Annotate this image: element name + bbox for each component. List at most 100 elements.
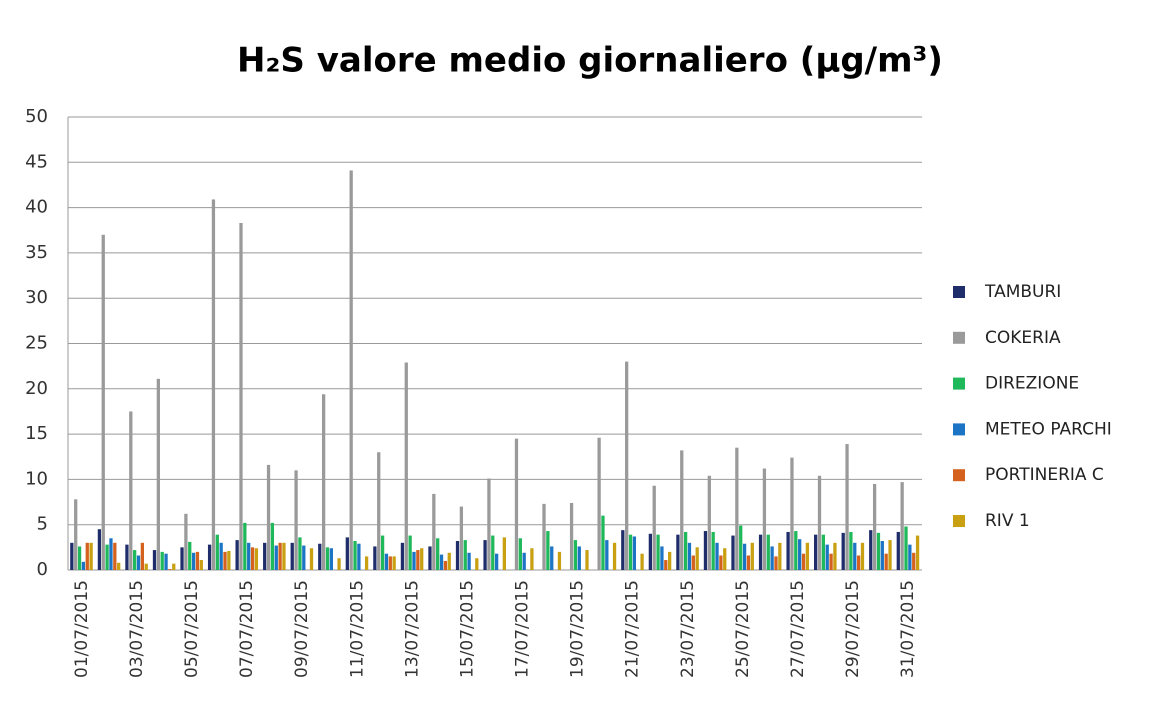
bar [309,548,314,570]
bar [664,560,668,570]
bar [900,482,904,570]
bar [502,537,506,570]
bar [495,553,499,570]
bar [125,544,129,570]
bar [856,555,861,570]
bar [640,553,644,570]
bar [373,546,377,570]
bar [337,558,341,570]
bar [762,468,767,570]
x-tick-label: 25/07/2015 [733,580,753,678]
bar [703,531,708,570]
legend-swatch [953,331,965,344]
bar [668,551,672,570]
bar [436,538,440,570]
bar [250,547,255,570]
y-tick-label: 35 [25,242,48,263]
y-tick-label: 15 [25,423,48,444]
bar [569,502,574,570]
y-tick-label: 5 [37,514,48,535]
bar [298,537,302,570]
bar [719,555,723,570]
bar [223,551,227,570]
bar [439,554,444,570]
bar [302,545,306,570]
bar [715,542,719,570]
legend-label: RIV 1 [985,511,1030,531]
y-tick-label: 45 [25,151,48,172]
bar [400,542,405,570]
bar [790,457,794,570]
bar [133,550,137,570]
bar [455,541,460,570]
bar [85,542,89,570]
bar [573,540,578,570]
bar [612,542,617,570]
bar [70,542,74,570]
bar [912,552,916,570]
x-tick-label: 01/07/2015 [72,580,92,678]
y-tick-label: 0 [37,559,48,580]
bar [597,437,601,570]
bar [188,541,192,570]
bar [829,553,833,570]
bar [750,542,754,570]
bar [687,542,692,570]
x-tick-label: 17/07/2015 [513,580,533,678]
legend-swatch [953,377,965,390]
bar [247,542,251,570]
bar [443,560,448,570]
x-tick-label: 27/07/2015 [788,580,808,678]
x-tick-label: 11/07/2015 [347,580,367,678]
bar [388,556,392,570]
bar [270,522,275,570]
bar [746,555,751,570]
bar [152,550,157,570]
bar [723,548,727,570]
bar [648,533,652,570]
bar [235,540,239,570]
bar [518,538,522,570]
bar [74,499,78,570]
bar [652,485,656,570]
bar [766,534,770,570]
legend-label: PORTINERIA C [985,465,1104,485]
bar [794,531,798,570]
bar [191,552,196,570]
bar [219,542,223,570]
bar [377,452,381,570]
bar [156,378,160,570]
x-tick-label: 03/07/2015 [127,580,147,678]
bar [656,534,660,570]
bar [325,547,330,570]
bar [459,506,464,570]
bar [428,546,432,570]
legend-label: METEO PARCHI [985,419,1112,439]
bar [211,199,216,571]
bar [420,548,424,570]
x-tick-label: 15/07/2015 [457,580,477,678]
y-tick-label: 10 [25,468,48,489]
x-tick-label: 09/07/2015 [292,580,312,678]
bar [380,535,385,570]
bar [888,540,892,570]
x-tick-label: 07/07/2015 [237,580,257,678]
bar [577,546,581,570]
bar [184,513,188,570]
bar [392,556,396,570]
bar [467,552,471,570]
bar [853,542,857,570]
bar [550,546,554,570]
chart-title: H₂S valore medio giornaliero (µg/m³) [237,41,943,81]
bar [353,541,357,570]
bar [180,547,184,570]
bar [416,550,420,570]
bar [109,538,113,570]
bar [742,543,747,570]
bar [164,553,168,570]
bar [632,536,637,570]
bar [860,542,865,570]
x-tick-label: 31/07/2015 [898,580,918,678]
bar [101,234,105,570]
bar [869,530,873,570]
